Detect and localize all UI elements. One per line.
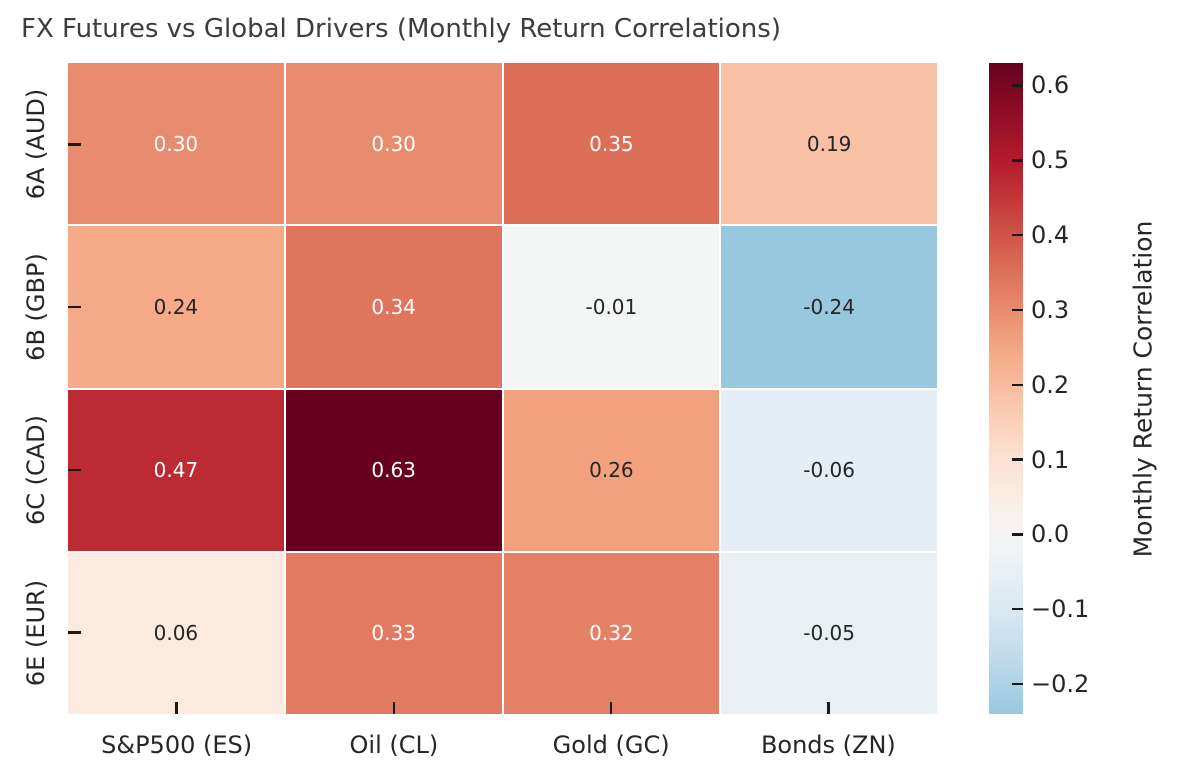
heatmap-cell: 0.32 (503, 552, 720, 714)
colorbar-tick-mark (1012, 308, 1023, 312)
heatmap-cell: 0.26 (503, 389, 720, 551)
x-axis-label: Bonds (ZN) (760, 731, 896, 759)
y-axis-label: 6C (CAD) (22, 414, 50, 525)
x-axis-label: S&P500 (ES) (101, 731, 253, 759)
heatmap-cell: 0.35 (503, 63, 720, 225)
colorbar-tick-mark (1012, 383, 1023, 386)
y-axis-label: 6E (EUR) (22, 579, 50, 686)
colorbar-tick-label: 0.1 (1031, 445, 1070, 474)
y-tick-mark (68, 468, 81, 472)
x-tick-mark (827, 702, 830, 714)
x-tick-mark (609, 702, 613, 714)
colorbar-tick-label: 0.5 (1031, 146, 1070, 175)
heatmap-cell: -0.24 (721, 226, 937, 388)
colorbar-gradient (989, 63, 1023, 714)
colorbar-label: Monthly Return Correlation (1128, 220, 1158, 558)
heatmap-cell: 0.33 (285, 552, 502, 714)
colorbar-tick-label: 0.3 (1031, 295, 1070, 324)
colorbar-tick-mark (1012, 607, 1023, 611)
heatmap-cell: -0.06 (721, 389, 937, 551)
colorbar-tick-mark (1012, 533, 1023, 536)
heatmap-cell: -0.01 (503, 226, 720, 388)
colorbar-tick-label: −0.2 (1031, 670, 1090, 699)
heatmap-cell: 0.24 (68, 226, 284, 388)
y-tick-mark (68, 143, 81, 146)
colorbar-tick-label: 0.6 (1031, 71, 1070, 100)
colorbar-tick-mark (1012, 159, 1023, 162)
x-tick-mark (392, 702, 396, 714)
colorbar-tick-label: 0.2 (1031, 370, 1070, 399)
heatmap-cell: 0.30 (285, 63, 502, 225)
x-axis-label: Oil (CL) (349, 731, 439, 759)
colorbar-tick-mark (1012, 233, 1023, 237)
x-tick-mark (175, 702, 178, 714)
heatmap-grid: 0.30 0.30 0.35 0.19 0.24 0.34 -0.01 -0.24 0.47 0.… (68, 63, 937, 714)
colorbar-tick-label: 0.4 (1031, 221, 1070, 250)
colorbar-tick-label: 0.0 (1031, 520, 1070, 549)
colorbar-tick-mark (1012, 84, 1023, 87)
heatmap-cell: -0.05 (721, 552, 937, 714)
y-tick-mark (68, 305, 81, 309)
y-tick-mark (68, 631, 81, 634)
heatmap-cell: 0.19 (721, 63, 937, 225)
heatmap-cell: 0.63 (285, 389, 502, 551)
heatmap-cell: 0.47 (68, 389, 284, 551)
colorbar-tick-mark (1012, 682, 1023, 686)
colorbar-tick-mark (1012, 458, 1023, 461)
heatmap-cell: 0.06 (68, 552, 284, 714)
chart-title: FX Futures vs Global Drivers (Monthly Re… (21, 14, 781, 44)
heatmap-cell: 0.34 (285, 226, 502, 388)
colorbar-tick-label: −0.1 (1031, 595, 1090, 624)
x-axis-label: Gold (GC) (552, 731, 670, 759)
heatmap-cell: 0.30 (68, 63, 284, 225)
y-axis-label: 6B (GBP) (22, 253, 50, 361)
y-axis-label: 6A (AUD) (22, 89, 50, 200)
